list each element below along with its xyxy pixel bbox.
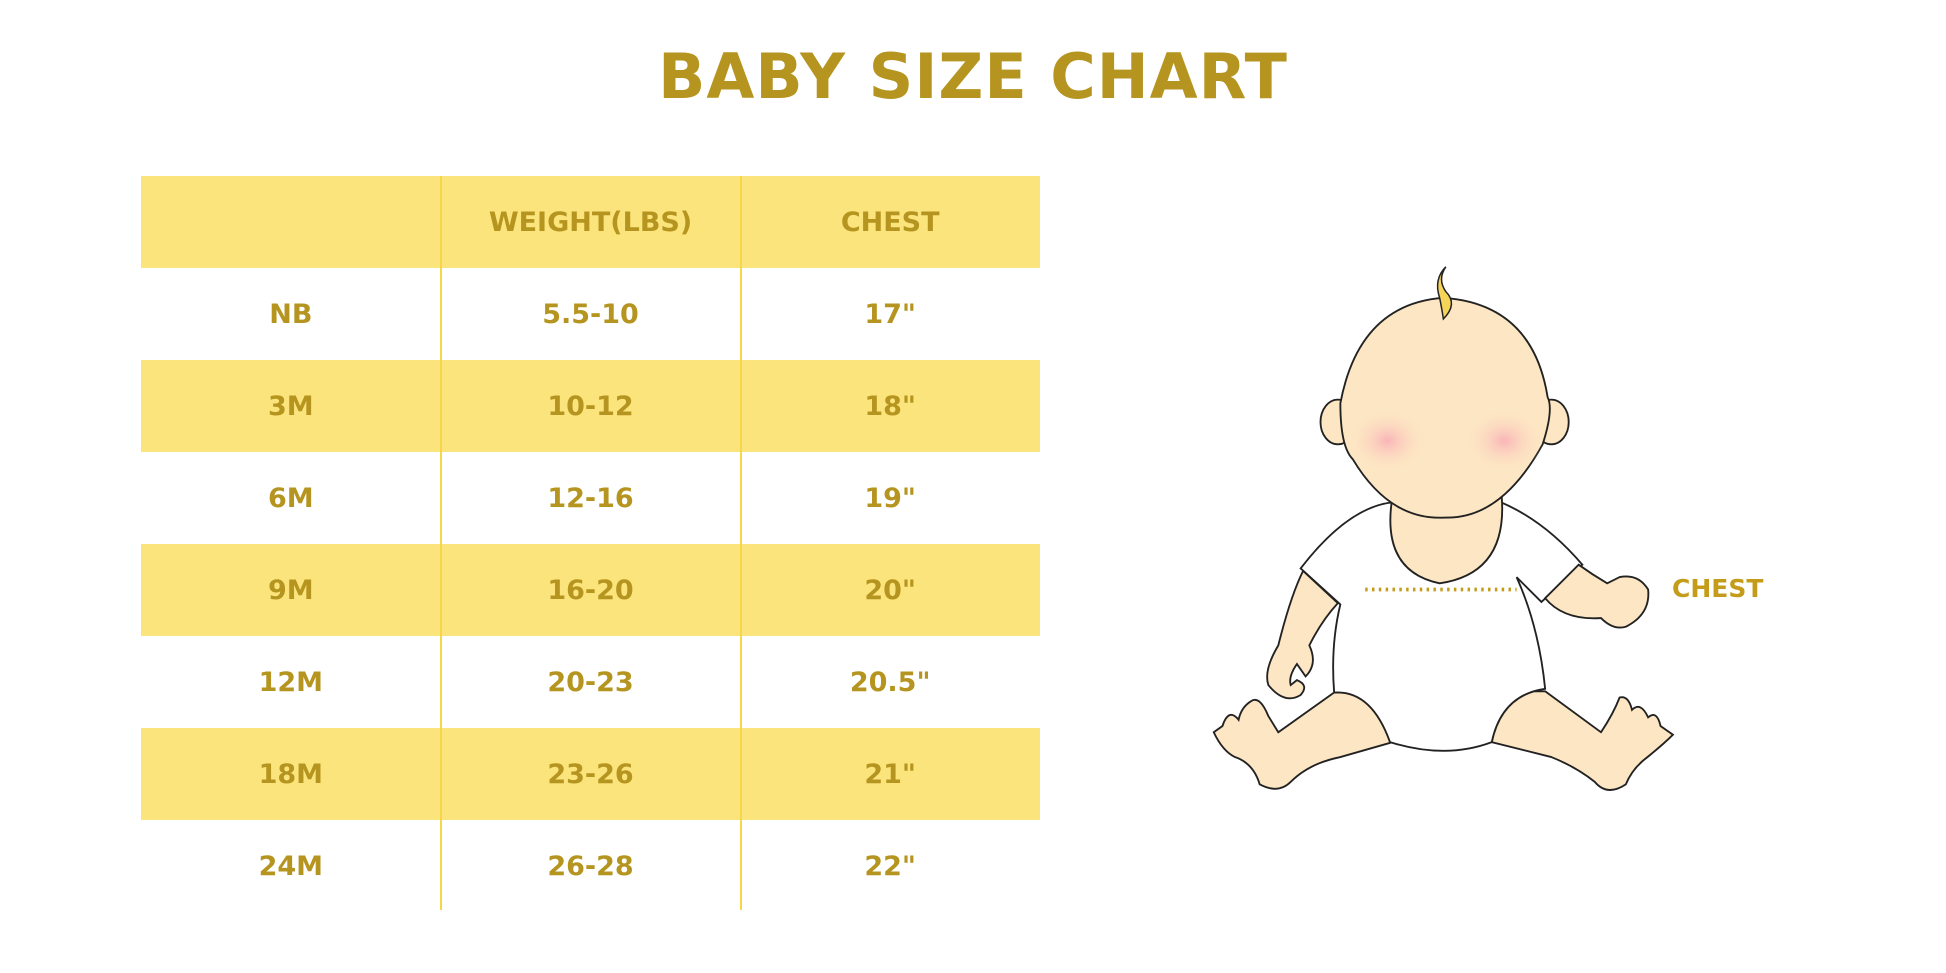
table-cell: 19" <box>864 482 916 514</box>
table-cell: NB <box>269 298 313 330</box>
right-leg <box>1490 690 1675 791</box>
table-cell: 16-20 <box>547 574 634 606</box>
left-cheek <box>1347 408 1428 473</box>
table-cell: 22" <box>864 850 916 882</box>
column-divider <box>440 176 442 910</box>
header-cell: WEIGHT(LBS) <box>488 206 693 238</box>
right-cheek <box>1464 408 1544 473</box>
table-cell: 17" <box>864 298 916 330</box>
left-ear <box>1319 398 1357 446</box>
table-cell: 5.5-10 <box>542 298 639 330</box>
table-cell: 18M <box>258 758 324 790</box>
head <box>1339 296 1551 519</box>
table-cell: 6M <box>268 482 314 514</box>
table-row: NB 5.5-10 17" <box>141 268 1040 360</box>
table-cell: 3M <box>268 390 314 422</box>
bodysuit <box>1299 501 1584 752</box>
table-header: WEIGHT(LBS) CHEST <box>141 176 1040 268</box>
table-cell: 24M <box>258 850 324 882</box>
table-cell: 10-12 <box>547 390 634 422</box>
page-title: BABY SIZE CHART <box>658 40 1288 113</box>
table-row: 3M 10-12 18" <box>141 360 1040 452</box>
left-arm <box>1266 569 1340 700</box>
right-ear <box>1533 398 1570 446</box>
table-cell: 12-16 <box>547 482 634 514</box>
size-table: WEIGHT(LBS) CHEST NB 5.5-10 17" 3M 10-12 18" 6… <box>141 176 1040 912</box>
table-cell: 20-23 <box>547 666 634 698</box>
table-row: 24M 26-28 22" <box>141 820 1040 912</box>
hair-curl <box>1436 266 1453 321</box>
left-leg <box>1212 691 1394 790</box>
column-divider <box>740 176 742 910</box>
right-arm <box>1543 563 1650 629</box>
table-row: 6M 12-16 19" <box>141 452 1040 544</box>
table-row: 12M 20-23 20.5" <box>141 636 1040 728</box>
table-cell: 9M <box>268 574 314 606</box>
table-cell: 20" <box>864 574 916 606</box>
table-cell: 21" <box>864 758 916 790</box>
table-cell: 26-28 <box>547 850 634 882</box>
table-row: 9M 16-20 20" <box>141 544 1040 636</box>
table-cell: 18" <box>864 390 916 422</box>
table-cell: 12M <box>258 666 324 698</box>
neck <box>1389 495 1504 585</box>
chest-label: CHEST <box>1672 574 1764 603</box>
table-cell: 23-26 <box>547 758 634 790</box>
table-row: 18M 23-26 21" <box>141 728 1040 820</box>
table-cell: 20.5" <box>849 666 931 698</box>
header-cell: CHEST <box>840 206 940 238</box>
